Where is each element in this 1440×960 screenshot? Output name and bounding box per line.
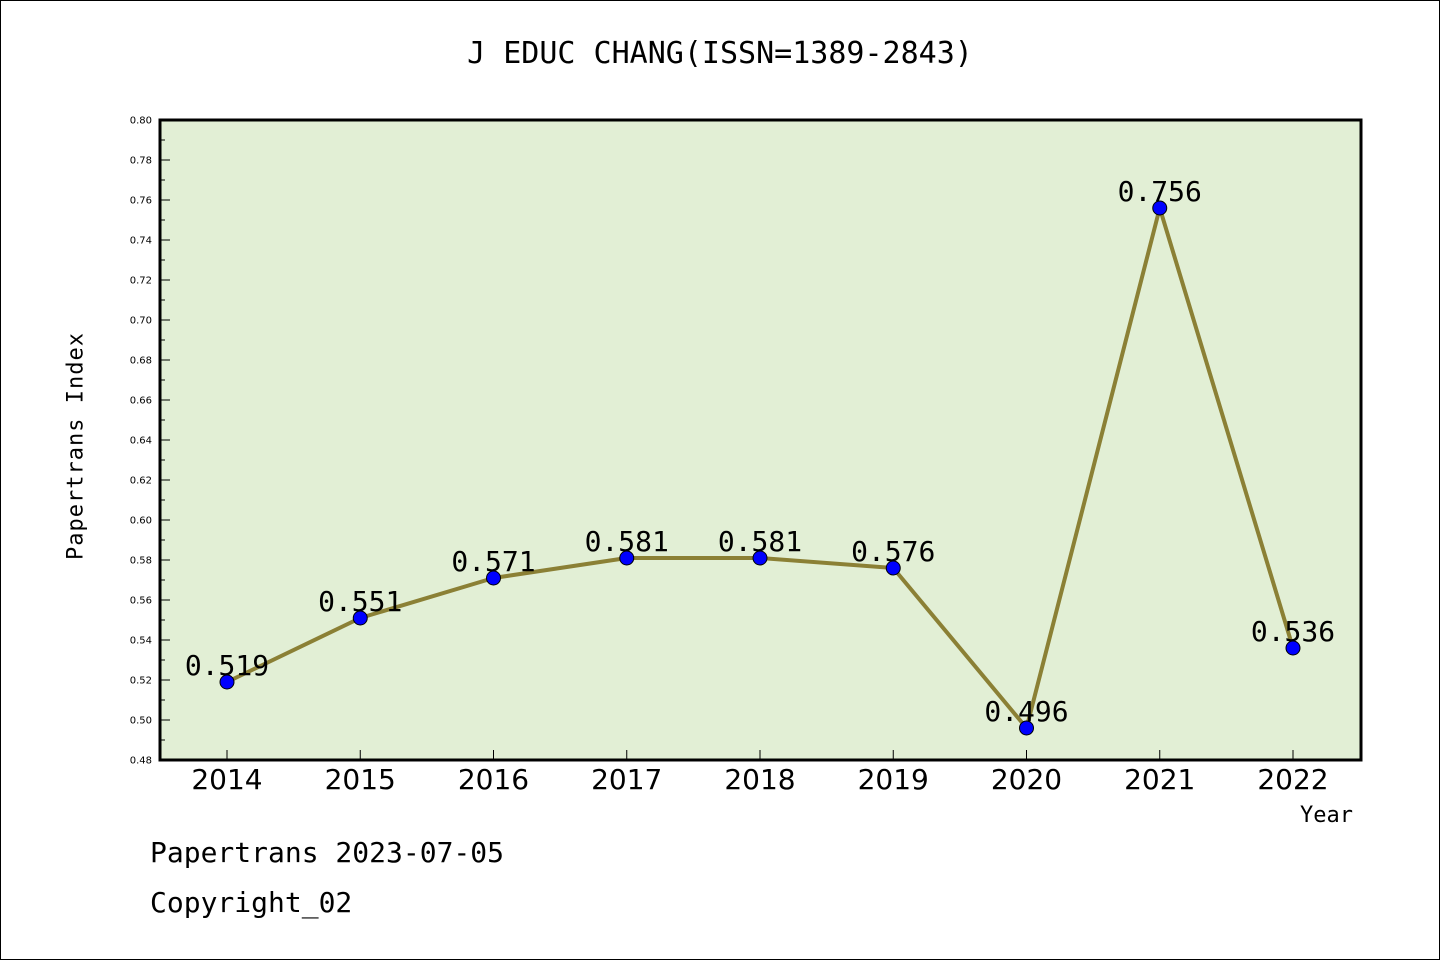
footer-date: Papertrans 2023-07-05 bbox=[150, 836, 505, 869]
y-tick-label: 0.70 bbox=[130, 316, 152, 327]
data-label: 0.581 bbox=[718, 525, 802, 558]
x-tick-label: 2015 bbox=[325, 763, 396, 796]
plot-border bbox=[158, 118, 1363, 762]
data-label: 0.519 bbox=[185, 649, 269, 682]
y-tick-label: 0.58 bbox=[130, 556, 152, 567]
x-tick-label: 2016 bbox=[458, 763, 529, 796]
y-tick-label: 0.48 bbox=[130, 756, 152, 767]
data-point bbox=[486, 570, 501, 586]
y-tick-label: 0.54 bbox=[130, 636, 152, 647]
x-tick-label: 2020 bbox=[991, 763, 1062, 796]
y-tick-label: 0.56 bbox=[130, 596, 152, 607]
plot-area bbox=[160, 120, 1361, 760]
x-tick-label: 2017 bbox=[591, 763, 662, 796]
chart-title: J EDUC CHANG(ISSN=1389-2843) bbox=[467, 36, 973, 71]
y-tick-label: 0.76 bbox=[130, 196, 152, 207]
data-point bbox=[1285, 640, 1301, 656]
x-tick-label: 2014 bbox=[191, 763, 262, 796]
y-tick-label: 0.62 bbox=[130, 476, 152, 487]
x-axis-label: Year bbox=[1300, 803, 1353, 828]
y-tick-label: 0.72 bbox=[130, 276, 152, 287]
data-label: 0.756 bbox=[1118, 175, 1202, 208]
y-tick-label: 0.74 bbox=[130, 236, 152, 247]
y-tick-label: 0.52 bbox=[130, 676, 152, 687]
data-label: 0.571 bbox=[451, 545, 535, 578]
data-point bbox=[219, 674, 235, 690]
data-point bbox=[752, 550, 768, 566]
data-label: 0.551 bbox=[318, 585, 402, 618]
y-tick-label: 0.78 bbox=[130, 156, 152, 167]
y-tick-label: 0.50 bbox=[130, 716, 152, 727]
data-label: 0.581 bbox=[585, 525, 669, 558]
data-point bbox=[619, 550, 635, 566]
y-tick-label: 0.64 bbox=[130, 436, 152, 447]
data-point bbox=[1152, 200, 1168, 216]
y-tick-label: 0.66 bbox=[130, 396, 152, 407]
x-tick-label: 2019 bbox=[858, 763, 929, 796]
data-point bbox=[1019, 720, 1034, 736]
data-point bbox=[352, 610, 368, 626]
x-tick-label: 2022 bbox=[1257, 763, 1328, 796]
data-label: 0.576 bbox=[851, 535, 935, 568]
x-tick-label: 2018 bbox=[724, 763, 795, 796]
y-tick-label: 0.68 bbox=[130, 356, 152, 367]
data-label: 0.496 bbox=[984, 695, 1068, 728]
x-tick-label: 2021 bbox=[1124, 763, 1195, 796]
data-label: 0.536 bbox=[1251, 615, 1335, 648]
data-point bbox=[885, 560, 901, 576]
y-tick-label: 0.60 bbox=[130, 516, 152, 527]
footer-copyright: Copyright_02 bbox=[150, 886, 353, 919]
y-tick-label: 0.80 bbox=[130, 116, 152, 127]
